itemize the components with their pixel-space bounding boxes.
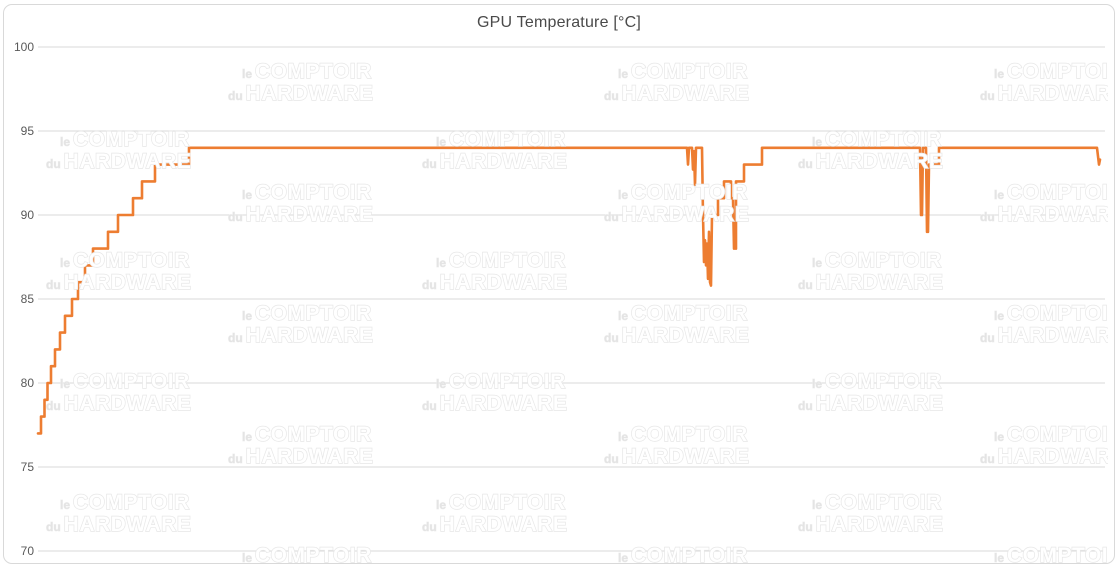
chart-canvas: leCOMPTOIR duHARDWARE leCOMPTOIR duHARDW… bbox=[14, 40, 1108, 563]
chart-title: GPU Temperature [°C] bbox=[477, 14, 641, 31]
gpu-temperature-chart: GPU Temperature [°C] leCOMPTOIR duHARDWA… bbox=[3, 4, 1115, 564]
watermark-layer bbox=[20, 50, 1108, 563]
